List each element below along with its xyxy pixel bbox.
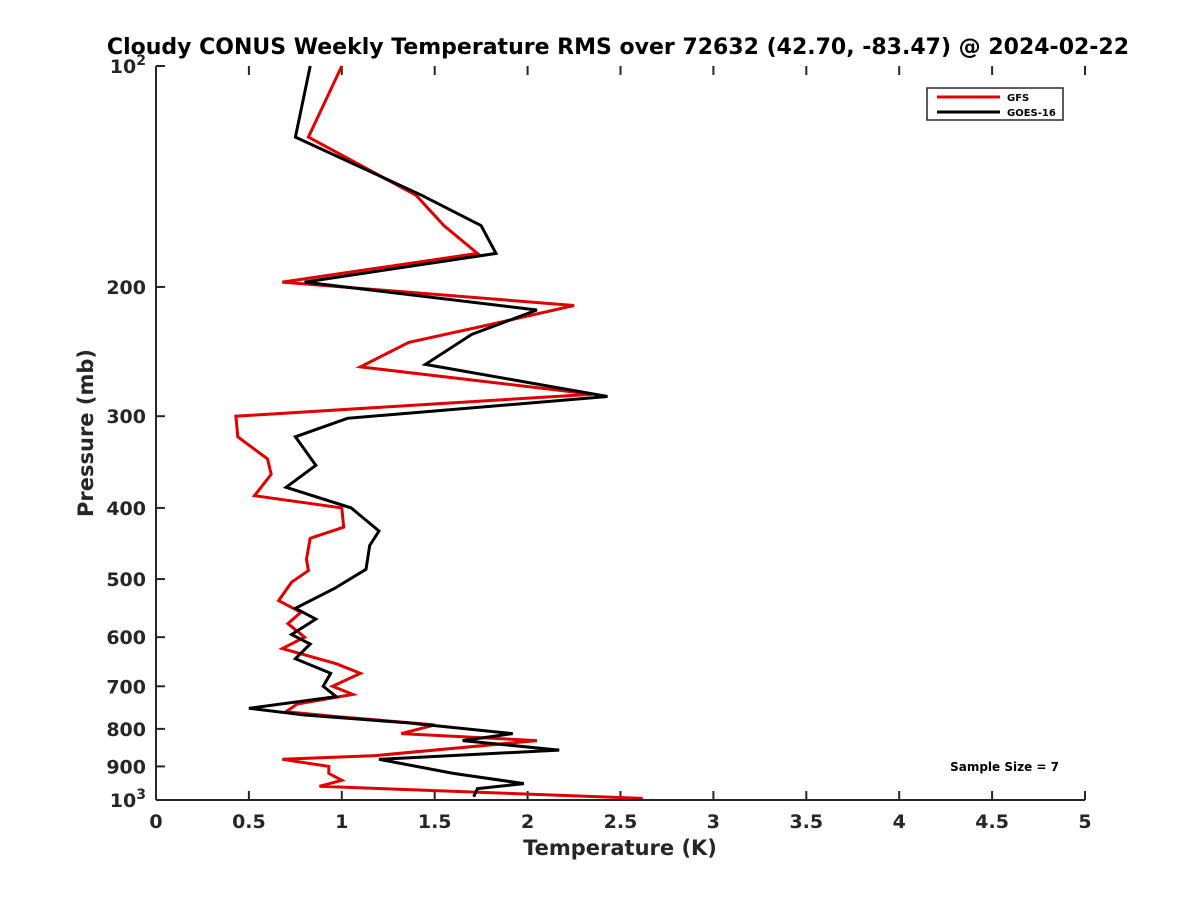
chart-legend: GFS GOES-16 bbox=[926, 87, 1064, 121]
x-tick-label: 0 bbox=[149, 811, 162, 833]
series-line-gfs bbox=[234, 65, 643, 800]
y-tick-label: 300 bbox=[106, 406, 146, 428]
x-tick-label: 3 bbox=[707, 811, 720, 833]
x-tick-label: 5 bbox=[1078, 811, 1091, 833]
y-tick-base: 700 bbox=[106, 676, 146, 698]
x-tick-label: 2 bbox=[521, 811, 534, 833]
x-tick-label: 1 bbox=[335, 811, 348, 833]
y-tick-label: 500 bbox=[106, 569, 146, 591]
x-tick-label: 4 bbox=[893, 811, 906, 833]
y-tick-label: 600 bbox=[106, 627, 146, 649]
series-line-goes-16 bbox=[248, 65, 608, 798]
legend-label: GOES-16 bbox=[1007, 108, 1056, 119]
y-tick-label: 102 bbox=[110, 53, 146, 78]
plot-series bbox=[234, 65, 643, 800]
y-tick-label: 800 bbox=[106, 719, 146, 741]
y-tick-base: 400 bbox=[106, 498, 146, 520]
x-tick-label: 1.5 bbox=[418, 811, 452, 833]
y-tick-base: 10 bbox=[110, 56, 136, 78]
y-tick-exponent: 2 bbox=[136, 53, 146, 69]
y-tick-base: 10 bbox=[110, 790, 136, 812]
x-tick-label: 0.5 bbox=[232, 811, 266, 833]
chart-title: Cloudy CONUS Weekly Temperature RMS over… bbox=[107, 35, 1129, 60]
sample-size-annotation: Sample Size = 7 bbox=[950, 760, 1059, 774]
y-tick-base: 600 bbox=[106, 627, 146, 649]
y-tick-label: 400 bbox=[106, 498, 146, 520]
y-tick-base: 300 bbox=[106, 406, 146, 428]
y-axis-label: Pressure (mb) bbox=[74, 349, 98, 517]
x-tick-label: 3.5 bbox=[789, 811, 823, 833]
x-axis-ticks: 0 0.5 1 1.5 2 2.5 3 3.5 4 4.5 5 bbox=[149, 66, 1092, 833]
y-tick-exponent: 3 bbox=[136, 787, 146, 803]
x-tick-label: 4.5 bbox=[975, 811, 1009, 833]
y-tick-base: 800 bbox=[106, 719, 146, 741]
y-tick-label: 200 bbox=[106, 277, 146, 299]
legend-box bbox=[926, 87, 1064, 121]
x-axis-label: Temperature (K) bbox=[523, 836, 717, 860]
y-tick-label: 700 bbox=[106, 676, 146, 698]
y-tick-label: 103 bbox=[110, 787, 146, 812]
y-tick-base: 500 bbox=[106, 569, 146, 591]
legend-label: GFS bbox=[1007, 93, 1029, 104]
x-tick-label: 2.5 bbox=[604, 811, 638, 833]
y-tick-base: 900 bbox=[106, 756, 146, 778]
y-tick-base: 200 bbox=[106, 277, 146, 299]
y-tick-label: 900 bbox=[106, 756, 146, 778]
